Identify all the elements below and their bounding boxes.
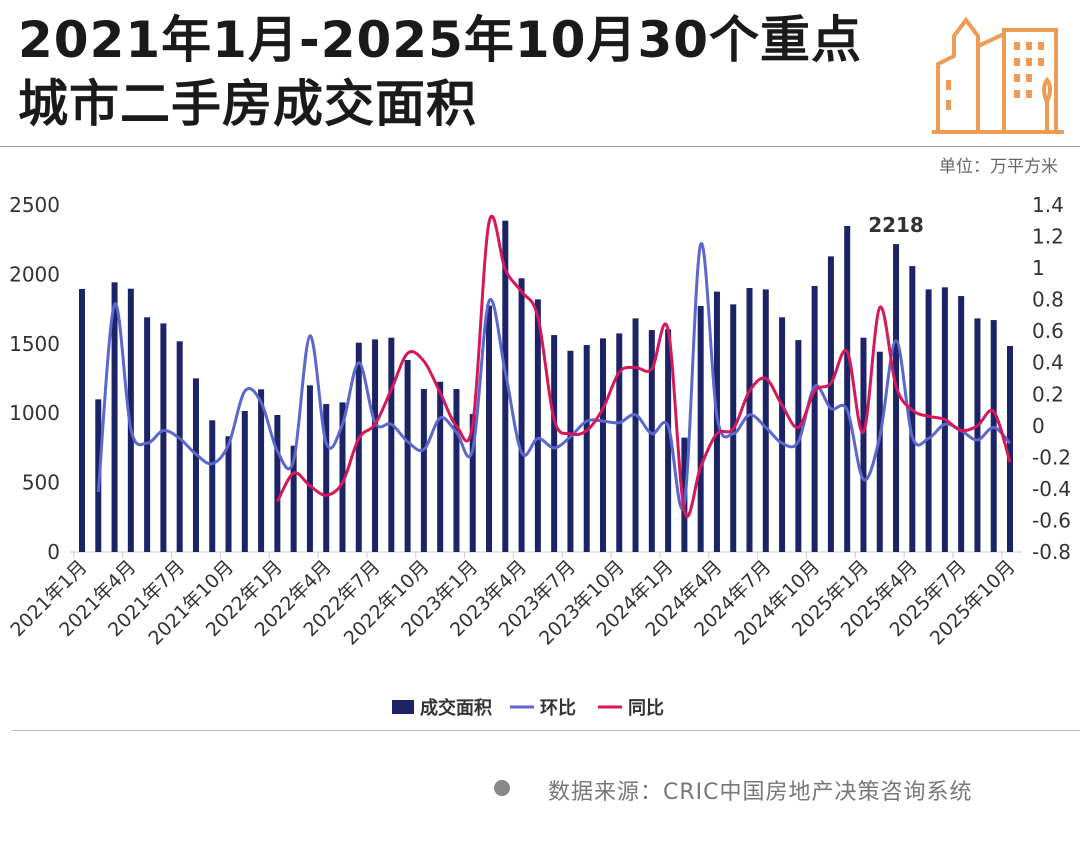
y-right-tick-label: 1.4 [1032, 193, 1064, 217]
bar [925, 289, 932, 552]
bar [811, 286, 818, 552]
y-left-tick-label: 2500 [9, 193, 60, 217]
bar [665, 329, 672, 552]
bar [632, 318, 639, 552]
bar [339, 402, 346, 552]
legend-label: 同比 [628, 698, 664, 719]
y-right-tick-label: 0.2 [1032, 382, 1064, 406]
bar [534, 299, 541, 552]
legend-swatch-bars [392, 700, 414, 714]
building-icon [932, 16, 1064, 134]
dot-icon [494, 780, 510, 796]
bar [274, 415, 281, 552]
page-title: 2021年1月-2025年10月30个重点城市二手房成交面积 [18, 11, 863, 133]
bar [404, 360, 411, 552]
bar [225, 436, 232, 552]
bar [779, 317, 786, 552]
bar [160, 323, 167, 552]
bar [388, 337, 395, 552]
bar [290, 445, 297, 552]
bar [990, 320, 997, 552]
y-left-tick-label: 2000 [9, 262, 60, 286]
bar [762, 289, 769, 552]
bar [697, 306, 704, 552]
bar [486, 305, 493, 552]
bar [974, 318, 981, 552]
bar [958, 296, 965, 552]
y-right-tick-label: 0.6 [1032, 319, 1064, 343]
y-right-tick-label: 0.8 [1032, 288, 1064, 312]
unit-label: 单位：万平方米 [939, 157, 1058, 177]
legend-label: 成交面积 [420, 697, 492, 719]
bar [795, 340, 802, 552]
bar [648, 330, 655, 552]
bar [111, 282, 118, 552]
bar [746, 288, 753, 552]
bar [453, 389, 460, 552]
bar [616, 333, 623, 552]
bar [323, 404, 330, 552]
bar [827, 256, 834, 552]
divider [0, 146, 1080, 147]
bar [355, 342, 362, 552]
bar [306, 385, 313, 552]
bar [551, 335, 558, 552]
y-right-tick-label: -0.8 [1032, 540, 1071, 564]
bar [258, 389, 265, 552]
bar [372, 339, 379, 552]
bar [567, 350, 574, 552]
bar [1007, 346, 1013, 552]
bar [599, 338, 606, 552]
bar [469, 414, 476, 552]
line-yoy [276, 214, 1012, 518]
y-right-tick-label: 1 [1032, 256, 1045, 280]
bar [583, 345, 590, 552]
y-left-tick-label: 1000 [9, 401, 60, 425]
bar [176, 341, 183, 552]
bar [144, 317, 151, 552]
y-right-tick-label: 0 [1032, 414, 1045, 438]
bar [502, 220, 509, 553]
y-left-tick-label: 500 [22, 471, 60, 495]
bar [420, 389, 427, 552]
bar [241, 410, 248, 552]
y-left-tick-label: 1500 [9, 332, 60, 356]
data-label: 2218 [868, 213, 924, 237]
bar [437, 381, 444, 552]
bar [79, 288, 85, 552]
bar [893, 244, 900, 552]
bar [876, 351, 883, 552]
bar [518, 278, 525, 552]
source-text: 数据来源：CRIC中国房地产决策咨询系统 [548, 780, 973, 805]
bar [860, 337, 867, 552]
y-right-tick-label: 1.2 [1032, 225, 1064, 249]
y-right-tick-label: -0.4 [1032, 477, 1071, 501]
y-left-tick-label: 0 [47, 540, 60, 564]
line-mom [96, 242, 1012, 511]
y-right-tick-label: -0.6 [1032, 508, 1071, 532]
bar [844, 225, 851, 552]
y-right-tick-label: -0.2 [1032, 445, 1071, 469]
legend-label: 环比 [540, 698, 576, 719]
y-right-tick-label: 0.4 [1032, 351, 1064, 375]
bar [209, 420, 216, 552]
bar [192, 378, 199, 552]
divider [12, 730, 1080, 731]
chart: 0 500 1000 1500 2000 2500 -0.8 -0.6 -0.4 -0.2 0 0.2… [6, 193, 1071, 719]
